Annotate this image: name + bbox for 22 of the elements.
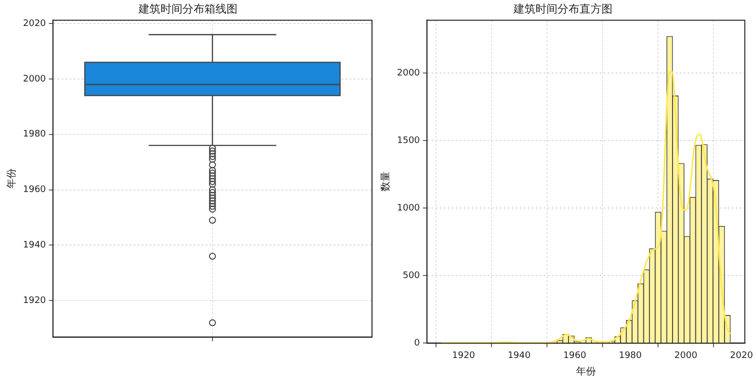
chart-title: 建筑时间分布直方图	[512, 2, 612, 16]
y-axis-title: 年份	[6, 168, 18, 189]
chart-title: 建筑时间分布箱线图	[138, 2, 238, 16]
x-tick-label: 2000	[674, 350, 698, 361]
x-tick-label: 2020	[730, 350, 754, 361]
y-tick-label: 1960	[23, 185, 46, 196]
x-axis-title: 年份	[576, 366, 596, 378]
y-tick-label: 2020	[23, 18, 46, 29]
y-tick-label: 1000	[397, 203, 420, 214]
y-axis-title: 数量	[380, 172, 392, 192]
x-tick-label: 1980	[618, 350, 642, 361]
y-tick-label: 1980	[23, 130, 46, 140]
y-tick-label: 500	[402, 270, 420, 281]
y-tick-label: 0	[414, 338, 420, 349]
x-tick-label: 1920	[452, 350, 476, 361]
y-tick-label: 1940	[23, 240, 46, 251]
x-tick-label: 1940	[508, 350, 531, 361]
y-tick-label: 1500	[397, 136, 420, 146]
y-tick-label: 1920	[23, 296, 46, 306]
y-tick-label: 2000	[397, 68, 420, 78]
y-tick-label: 2000	[23, 74, 46, 84]
x-tick-label: 1960	[563, 350, 586, 361]
